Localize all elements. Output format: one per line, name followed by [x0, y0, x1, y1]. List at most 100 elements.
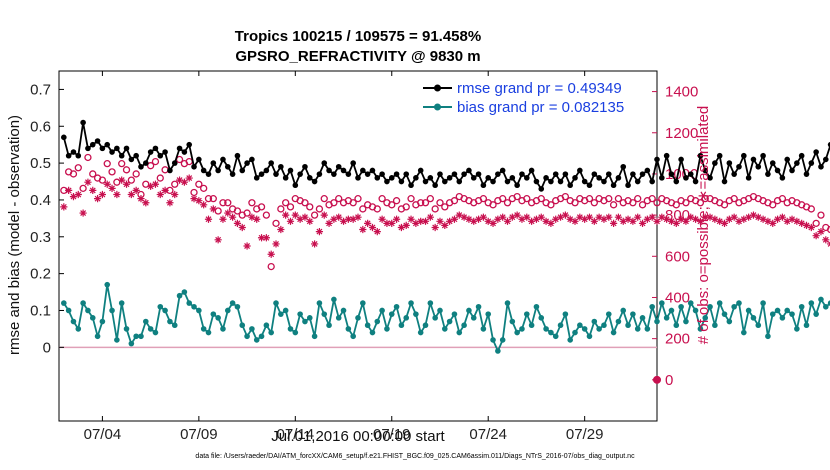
bias-point — [388, 311, 395, 317]
obs-assimilated-point — [233, 219, 242, 227]
rmse-point — [548, 178, 554, 185]
bias-point — [668, 307, 675, 314]
obs-possible-point — [286, 203, 295, 211]
rmse-point — [273, 171, 279, 177]
rmse-point — [196, 156, 202, 163]
rmse-point — [495, 171, 501, 177]
bias-point — [123, 326, 130, 332]
obs-possible-point — [330, 199, 338, 207]
bias-point — [297, 311, 303, 317]
obs-assimilated-point — [793, 217, 801, 225]
obs-possible-point — [672, 201, 680, 209]
obs-assimilated-point — [634, 213, 642, 221]
obs-possible-point — [720, 201, 729, 209]
rmse-point — [659, 175, 665, 181]
bias-point — [659, 300, 665, 306]
bias-point — [543, 326, 549, 332]
obs-assimilated-point — [528, 217, 536, 225]
obs-assimilated-point — [802, 221, 811, 230]
obs-possible-point — [807, 205, 815, 213]
obs-assimilated-point — [749, 211, 758, 219]
bias-point — [253, 337, 260, 343]
rmse-point — [615, 175, 622, 181]
bias-point — [470, 315, 477, 321]
obs-possible-point — [585, 194, 594, 203]
obs-possible-point — [402, 203, 410, 211]
rmse-point — [253, 175, 260, 181]
rmse-point — [630, 171, 636, 177]
obs-assimilated-point — [667, 217, 676, 225]
bias-point — [147, 326, 154, 332]
obs-assimilated-point — [219, 215, 227, 223]
bias-point — [355, 315, 361, 321]
obs-assimilated-point — [653, 217, 661, 225]
obs-assimilated-point — [364, 219, 372, 227]
rmse-point — [364, 171, 371, 177]
obs-assimilated-point — [272, 240, 280, 248]
obs-possible-point — [354, 194, 362, 203]
obs-assimilated-point — [209, 205, 217, 213]
bias-point — [475, 303, 482, 310]
bias-point — [364, 322, 371, 329]
rmse-point — [586, 182, 593, 189]
obs-possible-point — [417, 199, 425, 207]
bias-point — [683, 318, 689, 325]
obs-assimilated-point — [532, 215, 541, 223]
bias-point — [104, 281, 111, 288]
bias-point — [480, 326, 487, 332]
rmse-point — [673, 178, 680, 185]
obs-possible-point — [272, 219, 280, 228]
obs-possible-point — [605, 194, 613, 203]
rmse-point — [427, 175, 434, 181]
bias-point — [736, 300, 742, 306]
rmse-point — [818, 163, 824, 170]
rmse-point — [552, 171, 559, 177]
rmse-point — [302, 163, 308, 170]
obs-assimilated-point — [89, 186, 97, 195]
bias-point — [171, 322, 178, 329]
obs-possible-point — [349, 199, 357, 207]
bias-point — [557, 322, 564, 329]
obs-assimilated-point — [166, 199, 174, 207]
obs-possible-point — [359, 205, 367, 213]
bias-point — [528, 322, 535, 329]
rmse-point — [707, 175, 713, 181]
obs-possible-point — [127, 176, 135, 184]
bias-point — [721, 311, 728, 317]
obs-possible-point — [335, 194, 343, 203]
obs-assimilated-point — [716, 217, 724, 225]
bias-point — [210, 311, 217, 317]
obs-possible-point — [320, 194, 328, 203]
rmse-point — [610, 182, 617, 189]
obs-assimilated-point — [156, 190, 164, 199]
obs-assimilated-point — [643, 215, 651, 223]
rmse-point — [398, 178, 405, 185]
obs-assimilated-point — [682, 217, 690, 225]
rmse-point — [360, 167, 366, 174]
bias-point — [408, 300, 414, 306]
obs-assimilated-point — [142, 199, 150, 207]
obs-assimilated-point — [798, 219, 806, 227]
rmse-point — [736, 163, 742, 170]
obs-assimilated-point — [373, 227, 381, 236]
obs-assimilated-point — [754, 213, 762, 221]
y-tick-label: 0.2 — [30, 266, 51, 283]
obs-assimilated-point — [441, 221, 449, 230]
obs-assimilated-point — [74, 190, 82, 199]
rmse-point — [297, 171, 303, 177]
obs-assimilated-point — [402, 221, 410, 230]
obs-assimilated-point — [243, 242, 251, 250]
rmse-point — [562, 171, 569, 177]
rmse-point — [572, 175, 578, 181]
obs-assimilated-point — [392, 215, 401, 223]
bias-point — [413, 311, 419, 317]
obs-assimilated-point — [127, 190, 135, 199]
obs-assimilated-point — [513, 211, 521, 219]
obs-assimilated-point — [69, 192, 78, 201]
rmse-point — [220, 156, 226, 163]
bias-point — [562, 311, 569, 317]
obs-assimilated-point — [301, 213, 309, 221]
rmse-point — [634, 178, 641, 185]
obs-assimilated-point — [98, 190, 107, 199]
rmse-point — [668, 171, 675, 177]
